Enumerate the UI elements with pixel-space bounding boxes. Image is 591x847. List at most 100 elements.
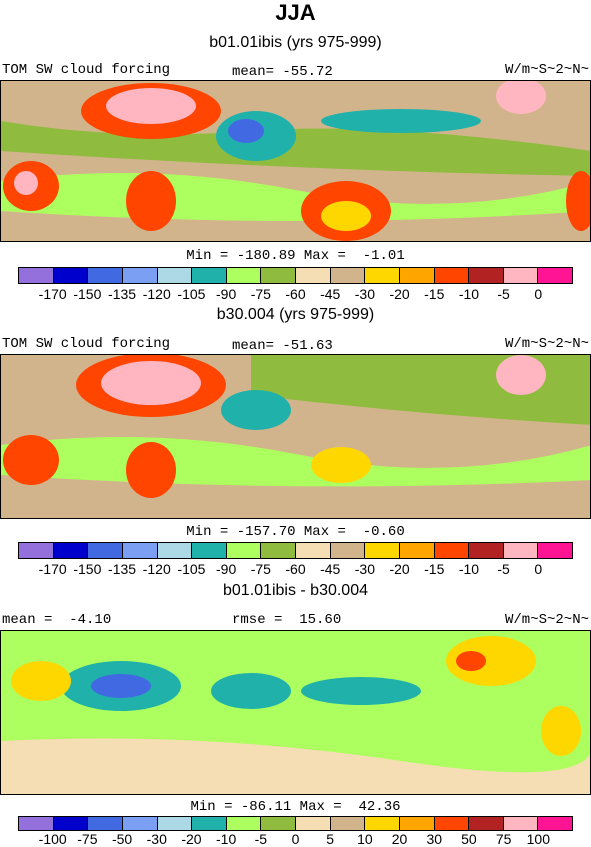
colorbar-swatch xyxy=(296,268,331,283)
colorbar-tick-label: 50 xyxy=(461,831,477,847)
colorbar-swatch xyxy=(365,268,400,283)
panel-3-map-svg xyxy=(1,631,590,794)
colorbar-swatch xyxy=(538,543,572,558)
panel-2-map-svg xyxy=(1,355,590,518)
colorbar-tick-label: -5 xyxy=(254,831,268,847)
colorbar-tick-label: -135 xyxy=(108,561,137,577)
colorbar-tick-label: -60 xyxy=(285,286,306,302)
colorbar-tick-label: 0 xyxy=(534,286,543,302)
panel-1-colorbar xyxy=(18,267,573,284)
colorbar-swatch xyxy=(19,268,54,283)
panel-3-subtitle: b01.01ibis - b30.004 xyxy=(223,582,368,599)
panel-2-subtitle: b30.004 (yrs 975-999) xyxy=(216,306,375,323)
panel-1-colorbar-ticks: -170 -150 -135 -120 -105 -90 -75 -60 -45 -30 -20 -1… xyxy=(18,286,573,304)
colorbar-swatch xyxy=(469,543,504,558)
map-region xyxy=(221,390,291,430)
panel-2-units-label: W/m~S~2~N~ xyxy=(504,336,589,352)
colorbar-swatch xyxy=(538,817,572,830)
colorbar-swatch xyxy=(261,817,296,830)
map-region xyxy=(301,677,421,705)
colorbar-swatch xyxy=(330,543,366,558)
map-region xyxy=(321,109,481,133)
colorbar-swatch xyxy=(192,543,227,558)
colorbar-swatch xyxy=(88,817,123,830)
colorbar-tick-label: 75 xyxy=(495,831,512,847)
panel-3-colorbar-ticks: -100 -75 -50 -30 -20 -10 -5 0 5 10 20 30 50 75 100 xyxy=(18,831,573,847)
colorbar-tick-label: -20 xyxy=(389,286,410,302)
colorbar-swatch xyxy=(53,543,89,558)
colorbar-tick-label: 0 xyxy=(534,561,543,577)
colorbar-swatch xyxy=(261,268,296,283)
panel-2-colorbar-ticks: -170 -150 -135 -120 -105 -90 -75 -60 -45 -30 -20 -1… xyxy=(18,561,573,579)
panel-1-mean-label: mean= -55.72 xyxy=(232,64,333,80)
map-region xyxy=(126,442,176,498)
map-region xyxy=(211,673,291,709)
panel-1-map-svg xyxy=(1,81,590,241)
map-region xyxy=(446,636,536,686)
colorbar-swatch xyxy=(399,817,435,830)
colorbar-tick-label: -60 xyxy=(285,561,306,577)
colorbar-tick-label: -20 xyxy=(389,561,410,577)
colorbar-swatch xyxy=(19,817,54,830)
panel-2-map xyxy=(0,354,591,519)
colorbar-swatch xyxy=(538,268,572,283)
colorbar-tick-label: -10 xyxy=(458,561,480,577)
panel-2-colorbar xyxy=(18,542,573,559)
colorbar-tick-label: -105 xyxy=(177,561,206,577)
colorbar-swatch xyxy=(469,817,504,830)
map-region xyxy=(1,738,590,794)
map-region xyxy=(11,661,71,701)
colorbar-tick-label: -120 xyxy=(142,286,171,302)
colorbar-swatch xyxy=(53,268,89,283)
colorbar-tick-label: -10 xyxy=(216,831,237,847)
colorbar-swatch xyxy=(399,543,435,558)
colorbar-swatch xyxy=(157,817,193,830)
colorbar-tick-label: -75 xyxy=(250,286,271,302)
colorbar-tick-label: -150 xyxy=(73,286,102,302)
colorbar-tick-label: 0 xyxy=(291,831,300,847)
map-region xyxy=(496,355,546,395)
panel-1-variable-label: TOM SW cloud forcing xyxy=(2,62,171,78)
colorbar-swatch xyxy=(19,543,54,558)
colorbar-tick-label: -90 xyxy=(216,286,237,302)
panel-2-mean-label: mean= -51.63 xyxy=(232,338,333,354)
colorbar-tick-label: -90 xyxy=(216,561,237,577)
colorbar-tick-label: -5 xyxy=(497,286,510,302)
colorbar-swatch xyxy=(330,268,366,283)
colorbar-swatch xyxy=(330,817,366,830)
colorbar-tick-label: 100 xyxy=(526,831,550,847)
colorbar-swatch xyxy=(469,268,504,283)
map-region xyxy=(311,447,371,483)
panel-2-variable-label: TOM SW cloud forcing xyxy=(2,336,171,352)
colorbar-swatch xyxy=(53,817,89,830)
map-region xyxy=(91,674,151,698)
colorbar-swatch xyxy=(157,268,193,283)
colorbar-tick-label: -15 xyxy=(424,561,445,577)
colorbar-swatch xyxy=(261,543,296,558)
colorbar-tick-label: -170 xyxy=(38,561,67,577)
colorbar-swatch xyxy=(226,817,262,830)
panel-2-minmax: Min = -157.70 Max = -0.60 xyxy=(186,524,405,540)
colorbar-tick-label: -30 xyxy=(354,561,375,577)
panel-3-mean-label: mean = -4.10 xyxy=(2,612,112,628)
colorbar-tick-label: -5 xyxy=(497,561,510,577)
colorbar-tick-label: 20 xyxy=(391,831,408,847)
map-region xyxy=(321,201,371,231)
colorbar-tick-label: -10 xyxy=(458,286,480,302)
figure-title: JJA xyxy=(275,0,316,25)
colorbar-tick-label: -170 xyxy=(38,286,67,302)
colorbar-tick-label: -135 xyxy=(108,286,137,302)
colorbar-swatch xyxy=(226,268,262,283)
map-region xyxy=(106,88,196,124)
panel-3-minmax: Min = -86.11 Max = 42.36 xyxy=(190,799,401,815)
panel-1-subtitle: b01.01ibis (yrs 975-999) xyxy=(209,34,382,51)
colorbar-swatch xyxy=(122,543,158,558)
colorbar-swatch xyxy=(88,268,123,283)
colorbar-tick-label: -30 xyxy=(146,831,167,847)
map-region xyxy=(456,651,486,671)
panel-1-map xyxy=(0,80,591,242)
colorbar-tick-label: -20 xyxy=(181,831,202,847)
colorbar-swatch xyxy=(192,817,227,830)
colorbar-swatch xyxy=(399,268,435,283)
panel-3-colorbar xyxy=(18,816,573,831)
